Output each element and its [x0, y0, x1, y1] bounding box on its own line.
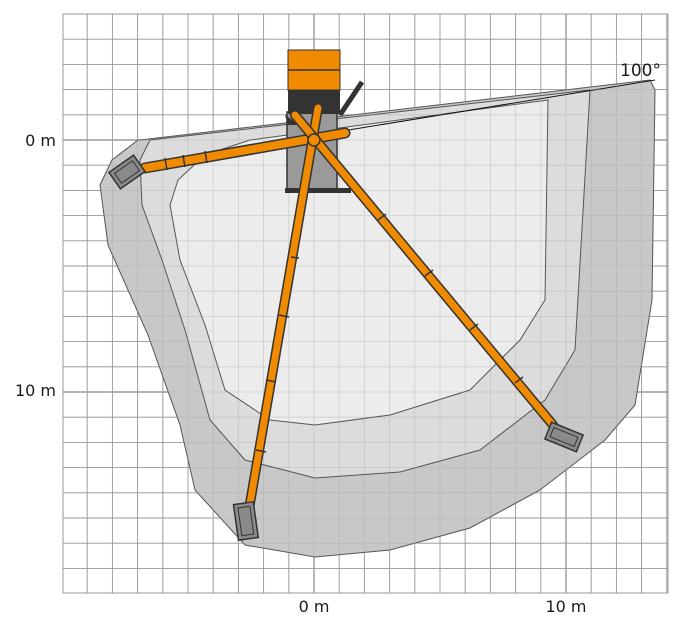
basket-right [543, 421, 585, 453]
angle-label: 100° [620, 61, 661, 81]
x-label-10: 10 m [545, 597, 586, 616]
reach-zone-inner [169, 99, 549, 426]
boom-right [290, 110, 585, 453]
grid-border [62, 13, 669, 594]
y-label-0: 0 m [25, 131, 56, 150]
turret-pivot [307, 133, 321, 147]
basket-left [107, 154, 147, 190]
upper-limit-line [329, 79, 656, 134]
machine-mast [337, 80, 365, 117]
basket-down [232, 500, 260, 542]
boom-down [232, 103, 323, 542]
x-label-0: 0 m [299, 597, 330, 616]
y-label-10: 10 m [15, 381, 56, 400]
machine-base [285, 188, 351, 193]
